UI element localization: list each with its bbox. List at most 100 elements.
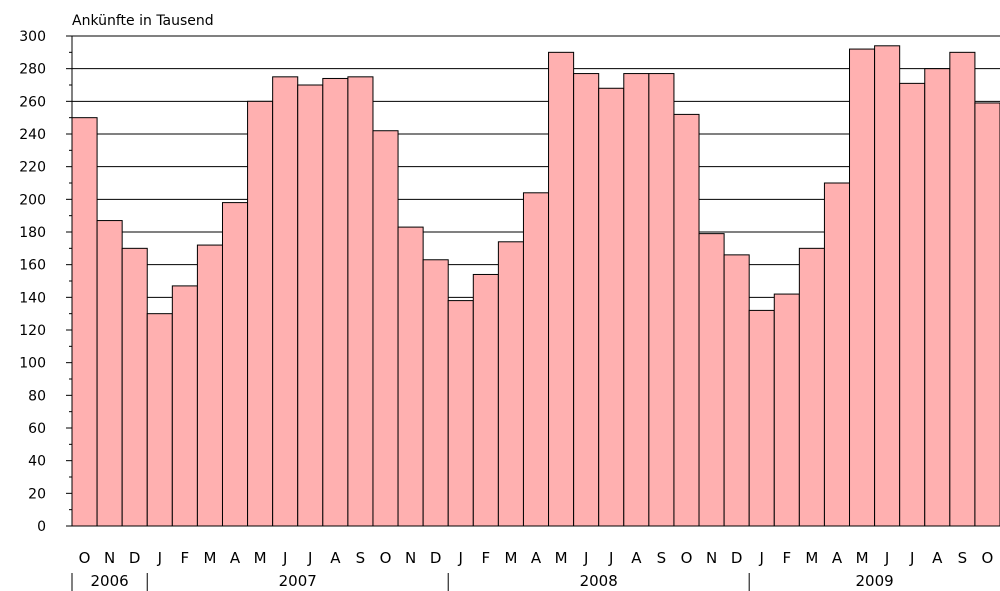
bar [924,68,951,527]
y-tick-label: 20 [28,486,46,502]
y-tick-label: 220 [19,160,46,176]
x-tick-label: M [504,549,517,567]
bar [497,241,524,527]
bar [272,76,299,527]
bar [723,254,750,527]
x-tick-label: S [657,549,667,567]
x-tick-label: F [782,549,791,567]
x-tick-label: A [631,549,642,567]
x-tick-label: M [856,549,869,567]
y-axis-title: Ankünfte in Tausend [72,13,214,29]
y-tick-label: 160 [19,258,46,274]
x-tick-label: F [482,549,491,567]
x-tick-label: J [759,549,764,567]
bar [146,313,173,527]
bar [322,77,349,527]
y-tick-label: 240 [19,127,46,143]
bar [447,300,474,527]
bar [196,244,223,527]
bar [849,48,876,527]
x-tick-label: M [254,549,267,567]
year-labels: 2006 2007 2008 2009 [71,572,894,591]
bar [949,51,976,527]
bar [472,273,499,527]
bar [673,113,700,527]
bar [397,226,424,527]
x-tick-label: A [230,549,241,567]
y-tick-label: 80 [28,388,46,404]
bar [372,130,399,527]
x-tick-label: D [731,549,743,567]
x-tick-label: N [104,549,115,567]
x-tick-label: M [805,549,818,567]
bar [648,73,675,527]
y-tick-label: 280 [19,62,46,78]
bar [548,51,575,527]
x-tick-label: J [282,549,287,567]
x-tick-label: A [932,549,943,567]
bar [598,87,625,527]
x-tick-label: O [681,549,693,567]
y-tick-label: 300 [19,29,46,45]
x-tick-label: O [380,549,392,567]
bar [748,309,775,527]
bar [522,192,550,527]
bar [71,117,98,527]
y-tick-label: 200 [19,192,46,208]
bar [422,259,449,527]
bar [121,247,148,527]
x-tick-label: F [181,549,190,567]
y-tick-labels: 0 20 40 60 80 100 120 140 160 180 200 220 240 260 280 3… [19,29,46,535]
bar [221,202,249,527]
x-tick-label: J [608,549,613,567]
bar [297,84,324,527]
y-tick-label: 260 [19,94,46,110]
y-tick-label: 40 [28,454,46,470]
y-tick-label: 0 [37,519,46,535]
y-tick-label: 100 [19,356,46,372]
year-label: 2008 [580,572,618,590]
bar [874,45,901,527]
bar [247,100,274,527]
x-tick-label: J [884,549,889,567]
x-tick-label: M [555,549,568,567]
y-tick-label: 140 [19,290,46,306]
bar [96,220,123,527]
bar [698,233,725,527]
year-label: 2007 [279,572,317,590]
x-tick-label: S [958,549,968,567]
x-tick-label: S [356,549,366,567]
year-label: 2009 [856,572,894,590]
year-label: 2006 [91,572,129,590]
bar [171,285,198,527]
x-tick-label: J [157,549,162,567]
x-tick-label: A [832,549,843,567]
x-tick-label: N [405,549,416,567]
bars [71,45,1000,527]
bar [347,76,374,527]
bar [773,293,800,527]
x-tick-label: O [982,549,994,567]
bar [974,102,1000,527]
y-tick-label: 60 [28,421,46,437]
x-tick-label: D [129,549,141,567]
x-tick-label: D [430,549,442,567]
axes [66,35,1000,527]
bar [899,82,926,527]
x-tick-label: A [330,549,341,567]
bar [623,73,650,527]
x-tick-label: J [458,549,463,567]
x-tick-label: O [79,549,91,567]
bar [823,182,851,527]
x-tick-label: M [203,549,216,567]
x-tick-label: A [531,549,542,567]
bar [798,247,825,527]
x-tick-label: J [307,549,312,567]
x-tick-label: J [583,549,588,567]
bar [573,73,600,527]
x-tick-label: N [706,549,717,567]
y-tick-label: 120 [19,323,46,339]
y-tick-label: 180 [19,225,46,241]
